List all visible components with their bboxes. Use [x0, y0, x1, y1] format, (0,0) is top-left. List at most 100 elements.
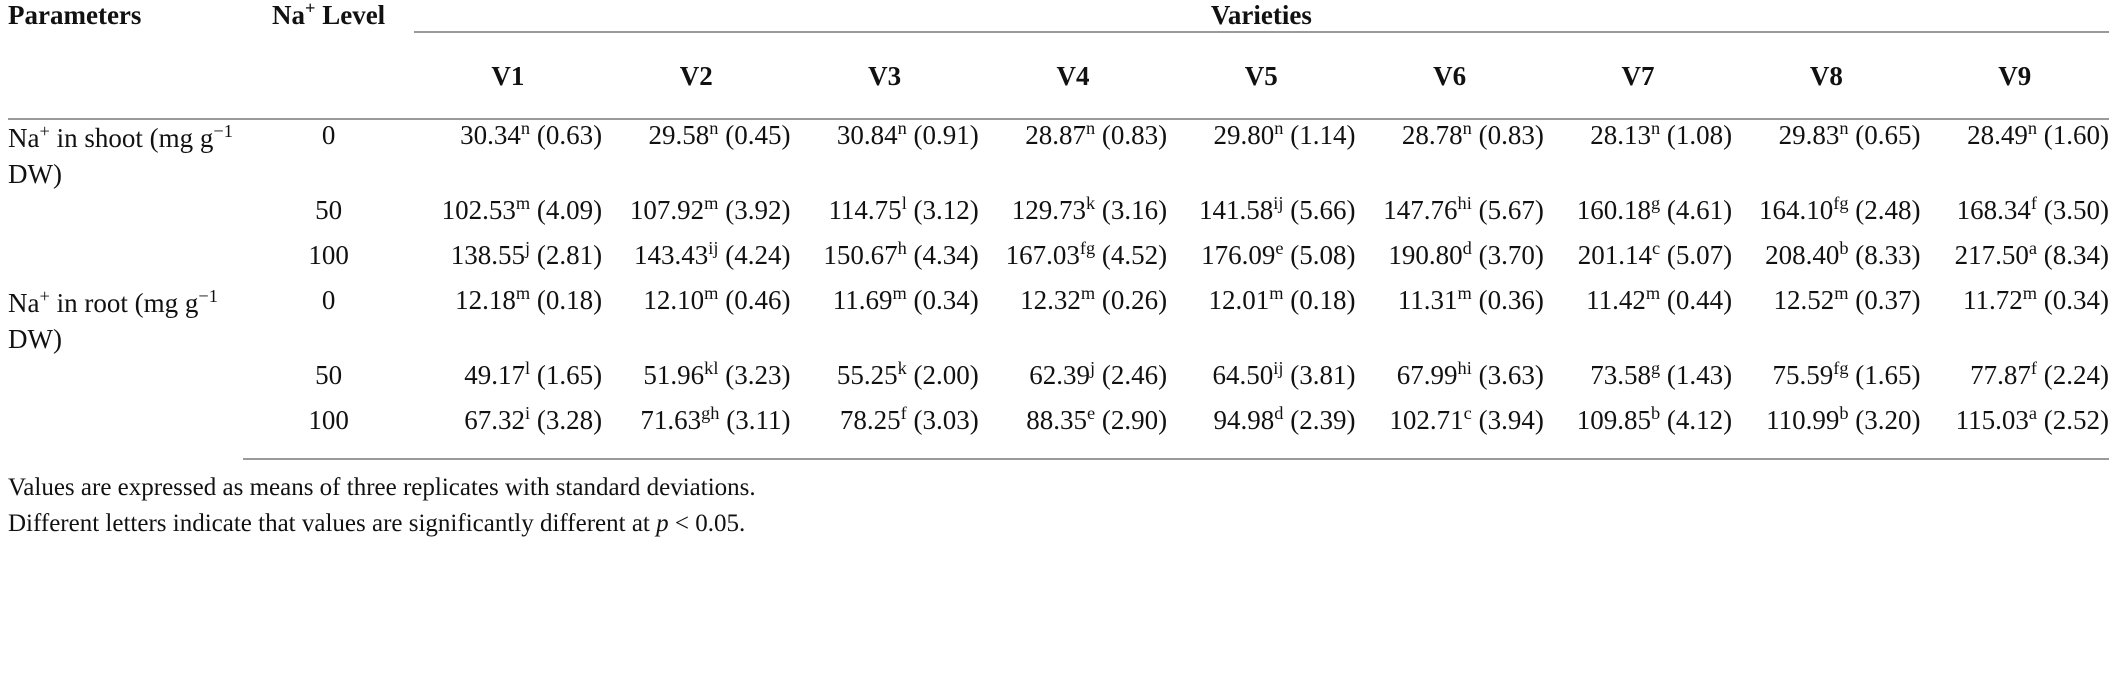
footnote-line-1: Values are expressed as means of three r… [8, 474, 756, 501]
superscript: m [1269, 283, 1284, 303]
data-cell: 190.80d (3.70) [1388, 238, 1544, 270]
superscript: m [1645, 283, 1661, 303]
superscript: −1 [213, 121, 233, 141]
parameter-label: Na+ in shoot (mg g−1 DW) [8, 121, 233, 190]
data-cell: 29.83n (0.65) [1778, 118, 1921, 150]
header-row-varieties: V1 V2 V3 V4 V5 V6 V7 V8 V9 [8, 32, 2109, 120]
data-cell: 11.69m (0.34) [832, 283, 979, 315]
data-cell: 67.32i (3.28) [413, 404, 603, 460]
data-cell: 12.01m (0.18) [1208, 283, 1356, 315]
superscript: a [2028, 403, 2038, 423]
superscript: l [901, 193, 907, 213]
data-cell: 12.10m (0.46) [643, 283, 791, 315]
superscript: k [897, 358, 907, 378]
table-footnotes: Values are expressed as means of three r… [8, 474, 2117, 538]
superscript: b [1839, 238, 1849, 258]
superscript: + [39, 286, 50, 306]
superscript: n [1650, 118, 1661, 138]
superscript: d [1274, 403, 1284, 423]
na-level-header: Na+ Level [243, 0, 413, 32]
superscript: kl [704, 358, 719, 378]
superscript: m [1457, 283, 1472, 303]
data-cell: 217.50a (8.34) [1954, 238, 2109, 270]
data-cell: 28.13n (1.08) [1590, 118, 1733, 150]
data-cell: 73.58g (1.43) [1590, 358, 1733, 390]
superscript: + [39, 121, 50, 141]
superscript: g [1650, 358, 1661, 378]
na-level-value: 100 [308, 240, 349, 270]
superscript: n [1085, 118, 1096, 138]
variety-column-header-v8: V8 [1732, 32, 1921, 120]
superscript: b [1839, 403, 1849, 423]
na-level-value: 100 [243, 405, 414, 460]
variety-column-header-v9: V9 [1920, 32, 2109, 120]
data-cell: 30.34n (0.63) [460, 118, 603, 150]
superscript: m [2022, 283, 2038, 303]
data-cell: 94.98d (2.39) [1167, 403, 1356, 460]
superscript: m [1834, 283, 1849, 303]
data-cell: 201.14c (5.07) [1577, 238, 1733, 270]
superscript: n [897, 118, 907, 138]
header-row-top: Parameters Na+ Level Varieties [8, 0, 2109, 33]
data-cell: 147.76hi (5.67) [1383, 193, 1544, 225]
data-cell: 12.32m (0.26) [1020, 283, 1168, 315]
superscript: f [2030, 358, 2038, 378]
superscript: f [900, 403, 907, 423]
data-cell: 28.49n (1.60) [1967, 118, 2109, 150]
data-cell: 88.35e (2.90) [978, 404, 1168, 460]
data-cell: 29.80n (1.14) [1213, 118, 1356, 150]
data-cell: 12.52m (0.37) [1773, 283, 1921, 315]
data-cell: 143.43ij (4.24) [634, 238, 791, 270]
data-cell: 167.03fg (4.52) [1005, 238, 1168, 270]
superscript: m [704, 193, 719, 213]
superscript: g [1650, 193, 1661, 213]
superscript: c [1652, 238, 1661, 258]
variety-column-header-v6: V6 [1355, 32, 1544, 120]
superscript: j [1090, 358, 1096, 378]
superscript: n [1274, 118, 1284, 138]
data-cell: 115.03a (2.52) [1920, 403, 2109, 460]
superscript: m [704, 283, 719, 303]
superscript: c [1463, 403, 1472, 423]
data-cell: 141.58ij (5.66) [1199, 193, 1356, 225]
superscript: fg [1079, 238, 1096, 258]
table-row: Na+ in shoot (mg g−1 DW) 0 30.34n (0.63) 29… [8, 119, 2109, 195]
superscript: ij [1273, 193, 1284, 213]
results-table: Parameters Na+ Level Varieties V1 V2 V3 V4 V… [8, 0, 2109, 460]
data-cell: 110.99b (3.20) [1732, 403, 1921, 460]
superscript: hi [1457, 358, 1472, 378]
data-cell: 150.67h (4.34) [823, 238, 979, 270]
na-level-value: 0 [321, 285, 336, 315]
table-row: 100 67.32i (3.28) 71.63gh (3.11) 78.25f (3.… [8, 403, 2109, 460]
varieties-group-header: Varieties [413, 0, 2109, 33]
superscript: n [520, 118, 531, 138]
superscript: ij [1273, 358, 1284, 378]
data-cell: 11.72m (0.34) [1962, 283, 2109, 315]
na-level-value: 50 [315, 195, 343, 225]
superscript: hi [1457, 193, 1472, 213]
superscript: m [515, 193, 531, 213]
data-cell: 164.10fg (2.48) [1758, 193, 1921, 225]
data-cell: 28.78n (0.83) [1401, 118, 1544, 150]
data-cell: 49.17l (1.65) [464, 358, 603, 390]
table-row: Na+ in root (mg g−1 DW) 0 12.18m (0.18) 12.… [8, 283, 2109, 360]
data-cell: 67.99hi (3.63) [1396, 358, 1544, 390]
superscript: m [892, 283, 907, 303]
superscript: j [525, 238, 531, 258]
superscript: f [2030, 193, 2038, 213]
data-cell: 75.59fg (1.65) [1772, 358, 1921, 390]
data-cell: 30.84n (0.91) [836, 118, 979, 150]
data-cell: 138.55j (2.81) [450, 238, 603, 270]
variety-column-header-v1: V1 [413, 32, 603, 120]
empty-header-cell [8, 32, 244, 120]
superscript: l [525, 358, 531, 378]
table-row: 50 102.53m (4.09) 107.92m (3.92) 114.75l (3… [8, 193, 2109, 240]
superscript: k [1085, 193, 1096, 213]
parameter-label: Na+ in root (mg g−1 DW) [8, 286, 218, 355]
superscript: a [2028, 238, 2038, 258]
variety-column-header-v4: V4 [978, 32, 1168, 120]
data-cell: 77.87f (2.24) [1970, 358, 2109, 390]
data-cell: 208.40b (8.33) [1765, 238, 1921, 270]
na-level-suffix: Level [315, 0, 386, 30]
superscript: m [515, 283, 531, 303]
